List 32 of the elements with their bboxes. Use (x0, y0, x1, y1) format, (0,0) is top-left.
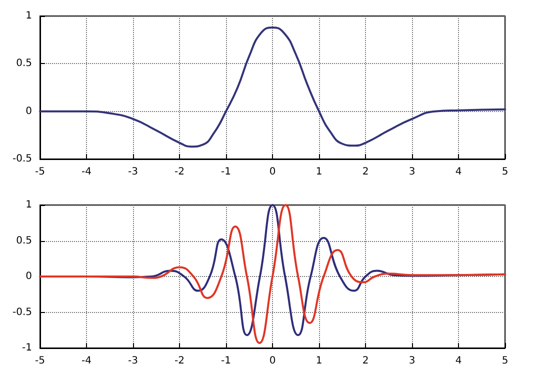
x-tick-label: 2 (362, 166, 369, 178)
x-tick-label: 3 (408, 166, 416, 178)
x-tick-label: 0 (269, 356, 276, 366)
y-tick-label: 0 (26, 271, 32, 282)
y-tick-label: 0 (26, 106, 32, 117)
x-tick-label: 3 (408, 356, 416, 366)
x-tick-label: -1 (221, 356, 231, 366)
x-tick-label: -4 (82, 166, 92, 178)
y-tick-label: 0.5 (16, 58, 32, 70)
x-tick-label: -2 (174, 356, 184, 366)
y-tick-label: 0.5 (16, 235, 32, 246)
x-tick-label: 0 (269, 166, 276, 178)
x-tick-label: 1 (316, 356, 322, 366)
x-tick-label: 4 (455, 166, 462, 178)
x-tick-label: 1 (316, 166, 322, 178)
x-tick-label: -2 (174, 166, 184, 178)
y-tick-label: 1 (26, 10, 32, 22)
x-tick-label: 5 (502, 356, 508, 366)
x-tick-label: -5 (35, 166, 45, 178)
y-tick-label: -1 (22, 342, 32, 354)
x-tick-label: -5 (35, 356, 45, 366)
y-tick-label: -0.5 (12, 306, 32, 318)
x-tick-label: -3 (128, 356, 138, 366)
x-tick-label: -4 (82, 356, 92, 366)
y-tick-label: -0.5 (12, 154, 32, 164)
y-tick-label: 1 (26, 200, 32, 210)
x-tick-label: 4 (455, 356, 462, 366)
line-series (39, 26, 506, 148)
x-tick-label: -1 (221, 166, 231, 178)
x-tick-label: 5 (502, 166, 508, 178)
x-tick-label: 2 (362, 356, 369, 366)
x-tick-label: -3 (128, 166, 138, 178)
